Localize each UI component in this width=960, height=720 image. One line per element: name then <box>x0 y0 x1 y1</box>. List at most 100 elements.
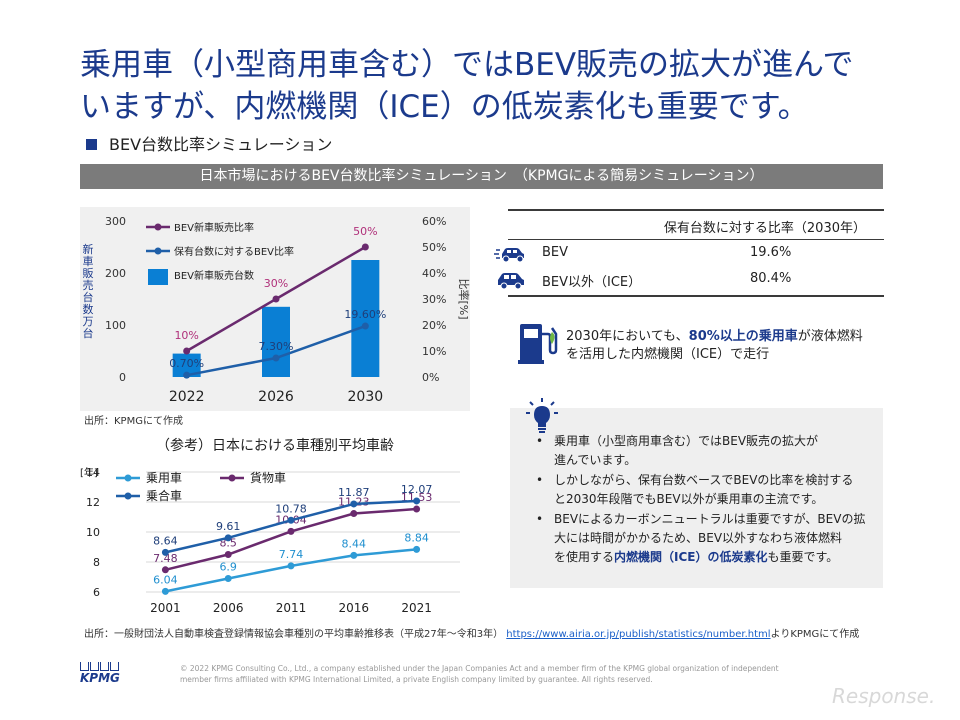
line-point <box>287 516 295 524</box>
x-tick-label: 2030 <box>348 389 384 405</box>
row-label: BEV以外（ICE） <box>542 275 642 290</box>
y2-tick-label: 30% <box>422 293 446 306</box>
line-point <box>287 562 295 570</box>
y-tick-label: 12 <box>86 496 100 509</box>
lightbulb-icon <box>526 398 558 433</box>
legend-marker <box>228 474 236 482</box>
y-axis-label-char: 車 <box>83 254 94 268</box>
insight-text: しかしながら、保有台数ベースでBEVの比率を検討する <box>554 473 854 487</box>
line-point <box>413 497 421 505</box>
line-point <box>183 371 191 379</box>
chart2-source: 出所：一般財団法人自動車検査登録情報協会車種別の平均車齢推移表（平成27年～令和… <box>84 625 859 640</box>
data-label: 6.04 <box>153 573 178 586</box>
legend-marker <box>124 474 132 482</box>
y2-tick-label: 0% <box>422 371 439 384</box>
line-point <box>361 243 369 251</box>
line-point <box>224 534 232 542</box>
y2-tick-label: 20% <box>422 319 446 332</box>
table-row-bev: BEV 19.6% <box>494 241 884 269</box>
data-label: 11.87 <box>338 486 370 499</box>
row-value: 19.6% <box>750 245 792 260</box>
fuel-pump-icon <box>518 324 558 364</box>
data-label: 10% <box>174 329 198 342</box>
y-tick-label: 6 <box>93 586 100 599</box>
legend-marker <box>154 223 162 231</box>
line-point <box>161 548 169 556</box>
fuel-note-post: が液体燃料 <box>797 329 863 344</box>
data-label: 8.64 <box>153 534 178 547</box>
insight-text: 乗用車（小型商用車含む）ではBEV販売の拡大が <box>554 434 819 448</box>
fuel-note-bold: 80%以上の乗用車 <box>688 329 798 344</box>
y-axis-label-char: 売 <box>83 279 94 292</box>
table-bottom-rule <box>508 295 884 297</box>
y2-axis-label: 比率[%] <box>457 278 470 319</box>
vehicle-age-chart: 6 8 10 12 14 [年] 2001 2006 2011 2016 2021 6.04 6.9 7.… <box>80 458 470 620</box>
line-point <box>224 551 232 558</box>
y-tick-label: 10 <box>86 526 100 539</box>
bev-simulation-chart: 0 100 200 300 0% 10% 20% 30% 40% 50% 60% 新車販売台数万台 比率… <box>80 207 472 411</box>
insight-text: も重要です。 <box>767 550 839 564</box>
y-axis-label-char: 台 <box>83 290 94 304</box>
line-point <box>183 347 191 355</box>
chart-banner: 日本市場におけるBEV台数比率シミュレーション （KPMGによる簡易シミュレーシ… <box>80 164 883 189</box>
title-line-2: いますが、内燃機関（ICE）の低炭素化も重要です。 <box>80 89 809 125</box>
legend-label: 乗合車 <box>146 488 182 503</box>
source2-link[interactable]: https://www.airia.or.jp/publish/statisti… <box>506 629 771 640</box>
y-axis-label-char: 台 <box>83 326 94 340</box>
x-tick-label: 2022 <box>169 389 205 405</box>
insight-text: BEVによるカーボンニュートラルは重要ですが、BEVの拡 <box>554 512 866 526</box>
title-line-1: 乗用車（小型商用車含む）ではBEV販売の拡大が進んで <box>80 47 854 83</box>
data-label: 7.74 <box>279 548 304 561</box>
y-tick-label: 0 <box>119 371 126 384</box>
data-label: 6.9 <box>219 561 237 574</box>
kpmg-logo-bars <box>80 662 124 671</box>
data-label: 7.48 <box>153 552 178 565</box>
y2-tick-label: 50% <box>422 241 446 254</box>
line-point <box>350 510 358 518</box>
ev-car-icon <box>494 248 524 263</box>
kpmg-logo: KPMG <box>80 662 124 688</box>
line-point <box>272 295 280 303</box>
x-tick-label: 2006 <box>213 601 244 615</box>
y-axis-label-char: 数 <box>83 303 94 316</box>
page-title: 乗用車（小型商用車含む）ではBEV販売の拡大が進んで いますが、内燃機関（ICE… <box>80 44 940 128</box>
legend-swatch <box>148 269 168 285</box>
x-tick-label: 2011 <box>276 601 307 615</box>
y-tick-label: 200 <box>105 267 126 280</box>
source2-prefix: 出所：一般財団法人自動車検査登録情報協会車種別の平均車齢推移表（平成27年～令和… <box>84 629 504 640</box>
y-tick-label: 8 <box>93 556 100 569</box>
line-point <box>224 575 232 582</box>
fuel-note-text: 2030年においても、80%以上の乗用車が液体燃料 を活用した内燃機関（ICE）… <box>566 328 886 364</box>
row-label: BEV <box>542 245 569 260</box>
bar-bev-sales-2030 <box>351 260 380 377</box>
car-icon <box>498 273 524 290</box>
kpmg-logo-name: KPMG <box>80 671 120 685</box>
legend-marker <box>154 247 162 255</box>
insight-text: 進んでいます。 <box>554 453 637 467</box>
y-axis-label-char: 新 <box>83 242 94 256</box>
line-point <box>350 551 358 559</box>
insight-item: しかしながら、保有台数ベースでBEVの比率を検討すると2030年段階でもBEV以… <box>536 471 876 509</box>
fuel-note-line2: を活用した内燃機関（ICE）で走行 <box>566 347 770 362</box>
vehicle-age-chart-svg: 6 8 10 12 14[年] 2001 2006 2011 2016 2021 6.04 6.9 7.… <box>80 466 460 615</box>
bar-bev-sales-2026 <box>262 306 290 377</box>
table-header-rule <box>508 239 884 240</box>
data-label: 50% <box>353 225 377 238</box>
response-watermark: Response. <box>832 684 936 708</box>
legend-label: 乗用車 <box>146 471 182 485</box>
fuel-note-pre: 2030年においても、 <box>566 329 689 344</box>
y2-tick-label: 40% <box>422 267 446 280</box>
data-label: 8.44 <box>342 537 367 550</box>
data-label: 10.78 <box>275 502 307 515</box>
data-label: 12.07 <box>401 483 433 496</box>
x-tick-label: 2016 <box>339 601 370 615</box>
legend-label: BEV新車販売台数 <box>174 269 254 282</box>
insight-bold: 内燃機関（ICE）の低炭素化 <box>614 550 768 564</box>
x-tick-label: 2026 <box>258 389 294 405</box>
data-label: 30% <box>264 277 288 290</box>
square-bullet-icon <box>86 139 97 150</box>
bar-bev-sales-2022 <box>172 353 201 377</box>
